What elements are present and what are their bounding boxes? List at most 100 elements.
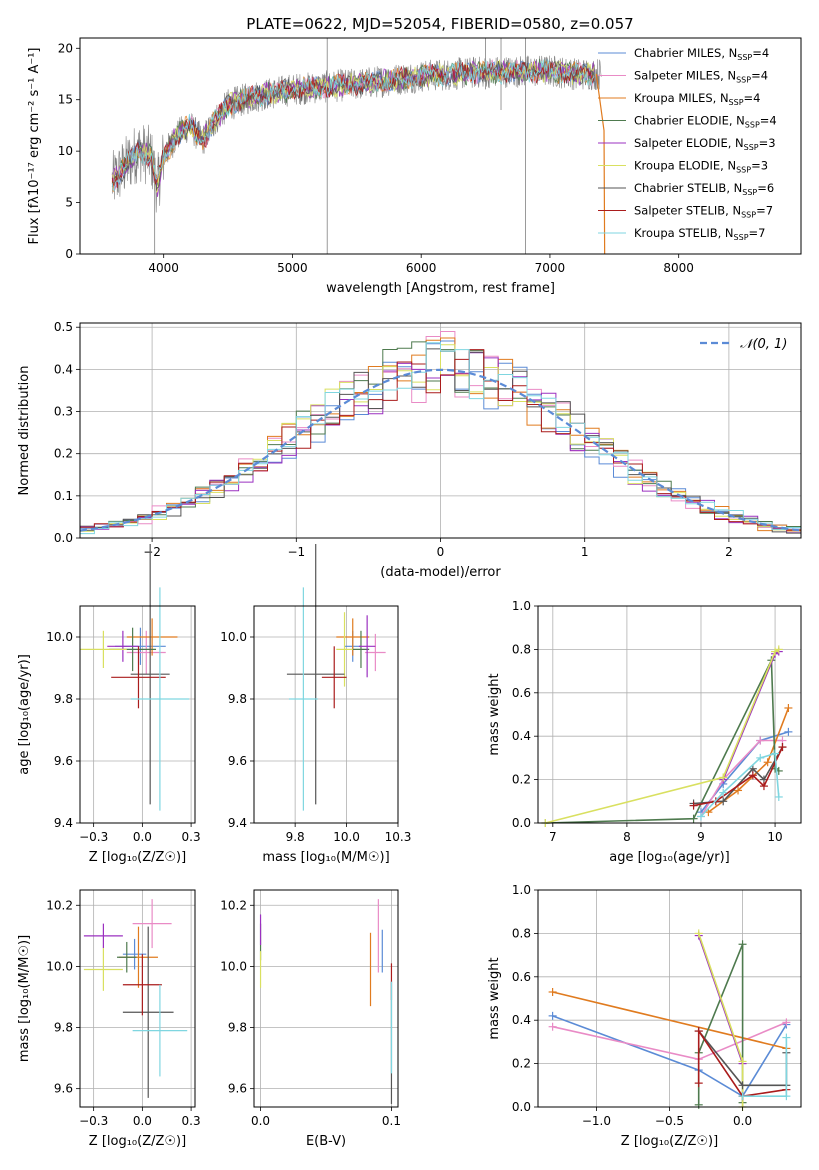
x-tick-label: 0.3 (182, 1114, 201, 1128)
panel-age-vs-Z: −0.3 0.0 0.3 9.4 9.6 9.8 10.0 Z [log₁₀(Z/Z☉)] ag… (17, 544, 201, 865)
y-tick-label: 10.2 (46, 898, 73, 912)
y-tick-label: 0.4 (54, 362, 73, 376)
series-line (552, 991, 787, 1050)
y-tick-label: 0.5 (54, 320, 73, 334)
plot-area (286, 544, 386, 811)
x-tick-label: −1.0 (582, 1114, 611, 1128)
y-tick-label: 15 (58, 93, 73, 107)
y-tick-label: 0.4 (512, 1013, 531, 1027)
legend-label-salpeter-miles: Salpeter MILES, NSSP=4 (634, 69, 768, 85)
x-tick-label: 7000 (535, 261, 566, 275)
series-line (545, 648, 780, 824)
y-tick-label: 9.6 (54, 754, 73, 768)
errorbar-kroupa-stelib (132, 984, 188, 1077)
axes-frame (79, 37, 802, 255)
legend-label-kroupa-elodie: Kroupa ELODIE, NSSP=3 (634, 159, 768, 175)
y-tick-label: 9.6 (228, 754, 247, 768)
x-axis-label: Z [log₁₀(Z/Z☉)] (621, 1134, 718, 1149)
errorbar-salpeter-miles (365, 633, 386, 672)
y-axis-label: age [log₁₀(age/yr)] (17, 654, 32, 775)
histogram-kroupa-elodie (80, 344, 801, 532)
x-tick-label: 6000 (406, 261, 437, 275)
x-tick-label: −2 (143, 545, 161, 559)
legend-label-salpeter-elodie: Salpeter ELODIE, NSSP=3 (634, 136, 776, 152)
x-tick-label: 8 (623, 830, 631, 844)
legend-label-chabrier-elodie: Chabrier ELODIE, NSSP=4 (634, 114, 777, 130)
y-tick-label: 10 (58, 144, 73, 158)
legend: Chabrier MILES, NSSP=4 Salpeter MILES, NS… (598, 46, 777, 242)
errorbar-salpeter-miles (126, 630, 166, 675)
x-tick-label: 4000 (148, 261, 179, 275)
plot-area (83, 899, 188, 1098)
errorbar-kroupa-stelib (130, 587, 190, 811)
legend-label-chabrier-stelib: Chabrier STELIB, NSSP=6 (634, 181, 774, 197)
plot-area (80, 544, 190, 811)
x-tick-label: 1 (581, 545, 589, 559)
panel-mass-vs-Z: −0.3 0.0 0.3 9.6 9.8 10.0 10.2 Z [log₁₀(Z/Z☉)] m… (17, 889, 201, 1149)
y-tick-label: 0.8 (512, 642, 531, 656)
axes-frame (537, 605, 802, 824)
plot-area (541, 645, 793, 827)
gaussian-curve (79, 368, 802, 532)
y-tick-label: 0.2 (54, 447, 73, 461)
histogram-kroupa-stelib (80, 342, 801, 535)
y-tick-label: 0.0 (512, 816, 531, 830)
legend-label-kroupa-stelib: Kroupa STELIB, NSSP=7 (634, 226, 765, 242)
x-axis-label: E(B-V) (306, 1134, 346, 1149)
y-tick-label: 0.4 (512, 729, 531, 743)
series-line (697, 943, 744, 1105)
errorbar-salpeter-stelib (111, 646, 166, 709)
panel-mass-vs-EBV: 0.0 0.1 9.6 9.8 10.0 10.2 E(B-V) (220, 889, 401, 1149)
panel-mass-weight-vs-Z: −1.0 −0.5 0.0 0.0 0.2 0.4 0.6 0.8 1.0 Z [log₁₀(Z/… (487, 883, 802, 1149)
x-tick-label: −0.3 (79, 830, 108, 844)
errorbar-salpeter-elodie (83, 923, 123, 949)
errorbar-salpeter-elodie (358, 615, 376, 678)
histogram-kroupa-miles (80, 337, 801, 532)
x-tick-label: 7 (549, 830, 557, 844)
x-tick-label: −0.3 (79, 1114, 108, 1128)
errorbar-kroupa-elodie (80, 630, 127, 668)
errorbar-kroupa-elodie (336, 612, 353, 687)
y-tick-label: 10.0 (46, 630, 73, 644)
y-tick-label: 1.0 (512, 883, 531, 897)
y-axis-label: mass weight (487, 957, 502, 1039)
model-spectrum-kroupa-stelib (111, 58, 595, 192)
series-line (697, 1028, 787, 1098)
axes-frame (79, 605, 196, 824)
y-tick-label: 0.6 (512, 686, 531, 700)
x-axis-label: Z [log₁₀(Z/Z☉)] (89, 850, 186, 865)
x-tick-label: 8000 (663, 261, 694, 275)
x-tick-label: 0.1 (382, 1114, 401, 1128)
y-tick-label: 9.6 (54, 1082, 73, 1096)
x-tick-label: 0.0 (133, 830, 152, 844)
errorbar-kroupa-stelib (288, 587, 318, 811)
y-tick-label: 0.2 (512, 773, 531, 787)
x-tick-label: 0.0 (733, 1114, 752, 1128)
series-kroupa-stelib (738, 1033, 791, 1101)
y-tick-label: 9.4 (228, 816, 247, 830)
panel-spectrum: 4000 5000 6000 7000 8000 0 5 10 15 20 wavelength [… (27, 37, 802, 296)
x-tick-label: 0.0 (133, 1114, 152, 1128)
axes-frame (253, 605, 399, 824)
y-tick-label: 0 (65, 247, 73, 261)
y-tick-label: 9.8 (228, 692, 247, 706)
errorbar-salpeter-stelib (122, 954, 162, 1016)
x-axis-label: age [log₁₀(age/yr)] (609, 850, 730, 865)
y-tick-label: 0.3 (54, 405, 73, 419)
y-tick-label: 10.0 (220, 630, 247, 644)
y-axis-label: mass weight (487, 673, 502, 755)
plot-area (111, 38, 606, 255)
legend-label-kroupa-miles: Kroupa MILES, NSSP=4 (634, 91, 760, 107)
y-tick-label: 10.0 (46, 959, 73, 973)
y-tick-label: 9.4 (54, 816, 73, 830)
y-tick-label: 9.8 (54, 1021, 73, 1035)
x-tick-label: 10.3 (385, 830, 412, 844)
x-axis-label: wavelength [Angstrom, rest frame] (326, 281, 555, 296)
x-tick-label: 10.0 (333, 830, 360, 844)
y-tick-label: 0.6 (512, 970, 531, 984)
y-tick-label: 0.2 (512, 1057, 531, 1071)
x-tick-label: −1 (287, 545, 305, 559)
x-axis-label: mass [log₁₀(M/M☉)] (262, 850, 389, 865)
x-tick-label: 9.8 (286, 830, 305, 844)
y-tick-label: 1.0 (512, 599, 531, 613)
